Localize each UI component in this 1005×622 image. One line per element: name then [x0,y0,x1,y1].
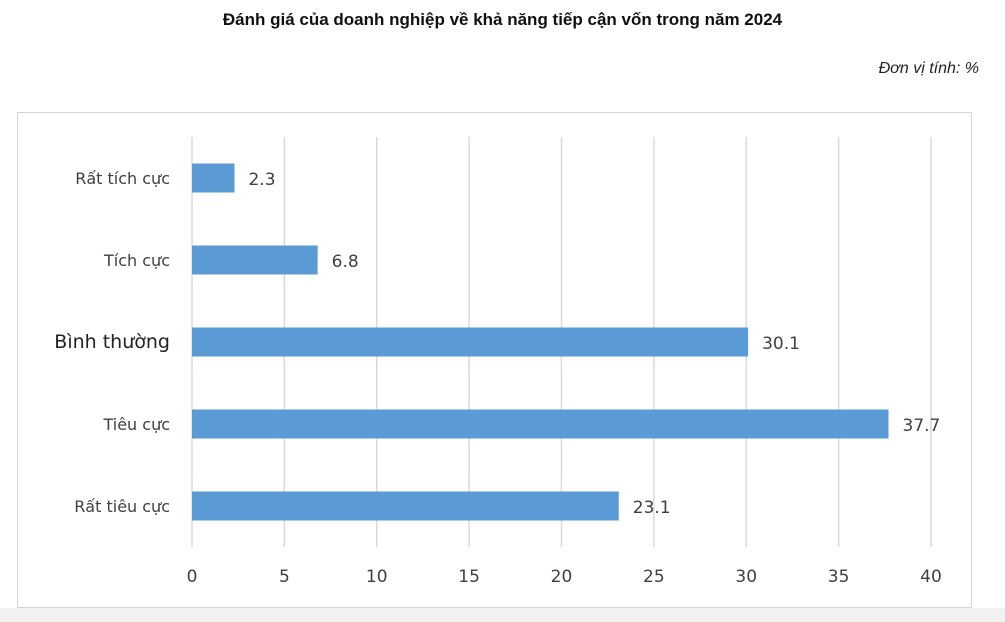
x-tick-label: 5 [279,567,290,587]
x-tick-label: 35 [828,567,850,587]
data-label: 6.8 [332,252,359,272]
bar-chart: 0 5 10 15 20 25 30 35 40 Rất tích cực 2.3 Tích cực 6… [54,137,942,587]
x-tick-label: 20 [551,567,573,587]
category-label: Rất tích cực [75,169,170,188]
data-label: 30.1 [762,334,800,354]
bar [192,163,235,193]
category-label: Bình thường [54,331,170,353]
unit-label: Đơn vị tính: % [878,60,979,77]
bar [192,245,318,275]
x-tick-label: 10 [366,567,388,587]
chart-frame: 0 5 10 15 20 25 30 35 40 Rất tích cực 2.3 Tích cực 6… [17,112,972,608]
bottom-strip [0,608,1005,622]
chart-title: Đánh giá của doanh nghiệp về khả năng ti… [222,10,783,29]
category-label: Tích cực [103,251,170,270]
data-label: 37.7 [903,416,941,436]
x-tick-label: 15 [458,567,480,587]
x-tick-label: 0 [187,567,198,587]
category-label: Rất tiêu cực [74,497,170,516]
bar [192,409,889,439]
x-tick-label: 40 [920,567,942,587]
data-label: 23.1 [633,498,671,518]
category-label: Tiêu cực [102,415,170,434]
x-tick-label: 25 [643,567,665,587]
x-tick-label: 30 [735,567,757,587]
bar [192,491,619,521]
bar [192,327,749,357]
data-label: 2.3 [248,170,275,190]
